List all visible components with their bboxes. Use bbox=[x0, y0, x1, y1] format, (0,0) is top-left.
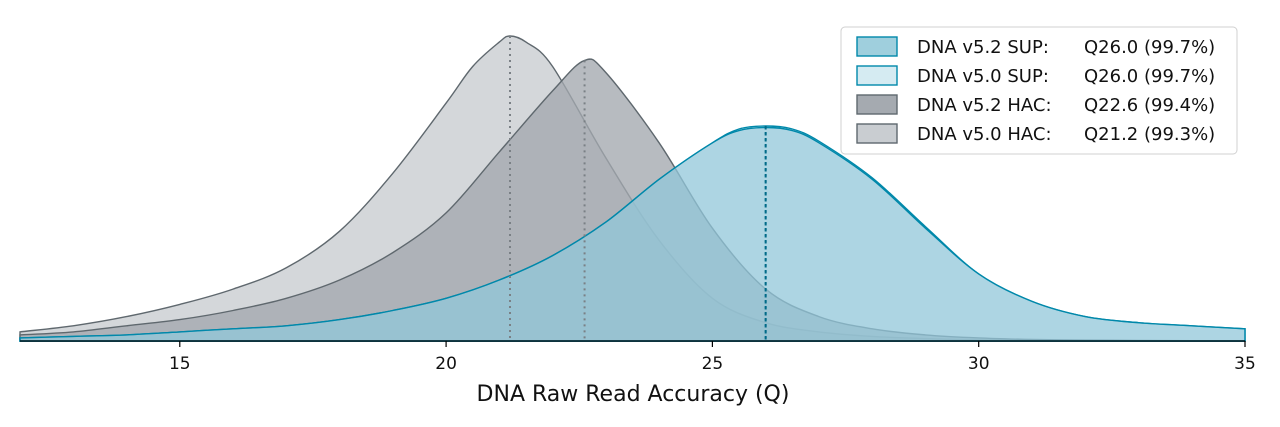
legend-stat: Q22.6 (99.4%) bbox=[1084, 95, 1215, 116]
legend-item: DNA v5.2 SUP: Q26.0 (99.7%) bbox=[856, 36, 1215, 58]
x-axis-title: DNA Raw Read Accuracy (Q) bbox=[477, 382, 790, 407]
legend-label: DNA v5.2 SUP: bbox=[917, 37, 1049, 58]
x-tick-label: 25 bbox=[702, 354, 724, 374]
x-axis-ticks: 15 20 25 30 35 bbox=[169, 341, 1256, 374]
legend-frame bbox=[840, 26, 1238, 155]
legend-item: DNA v5.0 HAC: Q21.2 (99.3%) bbox=[856, 123, 1215, 145]
legend-stat: Q21.2 (99.3%) bbox=[1084, 124, 1215, 145]
legend-swatch bbox=[856, 94, 898, 115]
density-curves bbox=[19, 35, 1246, 342]
legend-item: DNA v5.0 SUP: Q26.0 (99.7%) bbox=[856, 65, 1215, 87]
x-tick-label: 30 bbox=[968, 354, 990, 374]
legend-label: DNA v5.0 HAC: bbox=[917, 124, 1052, 145]
legend-label: DNA v5.2 HAC: bbox=[917, 95, 1052, 116]
legend-swatch bbox=[856, 123, 898, 144]
legend-label: DNA v5.0 SUP: bbox=[917, 66, 1049, 87]
legend-stat: Q26.0 (99.7%) bbox=[1084, 37, 1215, 58]
legend-stat: Q26.0 (99.7%) bbox=[1084, 66, 1215, 87]
legend-item: DNA v5.2 HAC: Q22.6 (99.4%) bbox=[856, 94, 1215, 116]
density-series-1 bbox=[19, 126, 1246, 342]
x-tick-label: 15 bbox=[169, 354, 191, 374]
legend-swatch bbox=[856, 36, 898, 57]
legend-swatch bbox=[856, 65, 898, 86]
legend: DNA v5.2 SUP: Q26.0 (99.7%) DNA v5.0 SUP: Q… bbox=[840, 26, 1238, 155]
x-tick-label: 35 bbox=[1234, 354, 1256, 374]
x-tick-label: 20 bbox=[435, 354, 457, 374]
